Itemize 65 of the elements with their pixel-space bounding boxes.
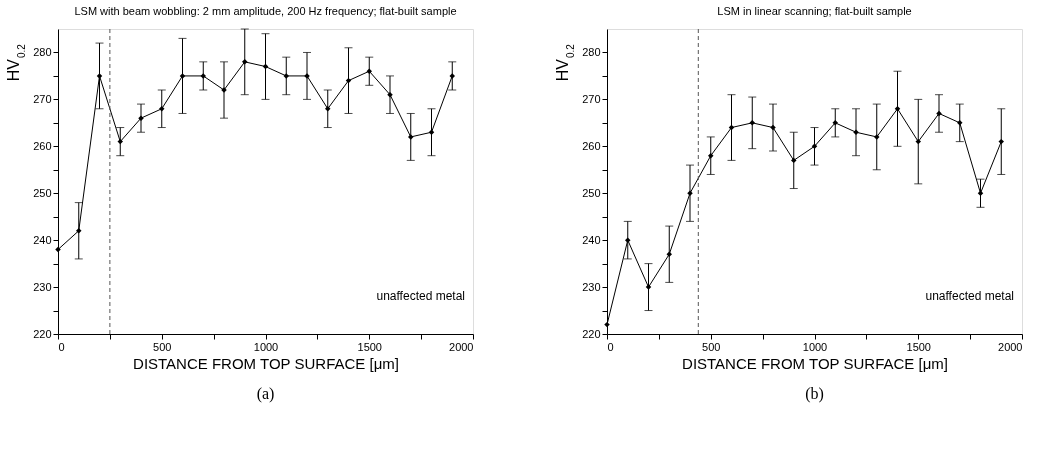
- y-tick-label: 280: [582, 45, 601, 58]
- y-tick-label: 260: [582, 139, 601, 152]
- x-axis-title: DISTANCE FROM TOP SURFACE [μm]: [133, 354, 399, 372]
- point: [749, 120, 755, 126]
- point: [179, 73, 186, 79]
- point: [666, 251, 672, 257]
- x-tick-label: 2000: [998, 340, 1023, 353]
- point: [936, 110, 942, 117]
- x-tick-label: 1000: [253, 340, 279, 353]
- y-tick-label: 240: [33, 233, 52, 246]
- y-axis-title: HV0.2: [554, 43, 576, 82]
- point: [117, 138, 123, 145]
- y-tick-label: 250: [582, 186, 601, 199]
- point: [645, 284, 652, 290]
- y-tick-label: 240: [582, 233, 601, 246]
- y-tick-label: 230: [582, 280, 601, 293]
- y-tick-label: 220: [33, 327, 52, 340]
- point: [998, 138, 1004, 145]
- point: [874, 134, 880, 140]
- annotation: unaffected metal: [376, 289, 465, 303]
- point: [76, 228, 82, 234]
- point: [159, 106, 165, 112]
- y-tick-label: 220: [582, 327, 601, 340]
- chart-title: LSM with beam wobbling: 2 mm amplitude, 200 Hz frequency; flat-built sample: [74, 4, 457, 17]
- y-axis-title: HV0.2: [5, 43, 27, 82]
- point: [242, 59, 248, 65]
- y-tick-label: 260: [33, 139, 52, 152]
- y-tick-label: 280: [33, 45, 52, 58]
- point: [325, 106, 331, 112]
- point: [604, 321, 610, 328]
- point: [387, 91, 393, 98]
- x-tick-label: 0: [58, 340, 65, 353]
- point: [791, 157, 797, 164]
- point: [770, 124, 776, 131]
- x-tick-label: 500: [702, 340, 721, 353]
- x-tick-label: 500: [153, 340, 172, 353]
- y-tick-label: 250: [33, 186, 52, 199]
- x-tick-label: 1500: [906, 340, 931, 353]
- point: [96, 73, 103, 79]
- point: [625, 237, 631, 243]
- point: [55, 246, 61, 253]
- point: [894, 106, 901, 112]
- point: [915, 138, 921, 145]
- text: (a): [256, 385, 275, 403]
- point: [428, 129, 435, 135]
- y-tick-label: 270: [33, 92, 52, 105]
- y-tick-label: 230: [33, 280, 52, 293]
- point: [977, 190, 984, 196]
- point: [449, 73, 455, 79]
- point: [957, 120, 963, 126]
- chart-title: LSM in linear scanning; flat-built sample: [717, 4, 912, 17]
- point: [366, 68, 372, 74]
- text: (b): [805, 385, 824, 403]
- x-tick-label: 1000: [802, 340, 828, 353]
- point: [832, 120, 838, 126]
- point: [200, 73, 206, 79]
- x-tick-label: 2000: [449, 340, 474, 353]
- x-axis-title: DISTANCE FROM TOP SURFACE [μm]: [682, 354, 948, 372]
- annotation: unaffected metal: [925, 289, 1014, 303]
- x-tick-label: 1500: [357, 340, 382, 353]
- x-tick-label: 0: [607, 340, 614, 353]
- y-tick-label: 270: [582, 92, 601, 105]
- point: [708, 152, 714, 159]
- point: [283, 73, 289, 79]
- point: [408, 134, 414, 140]
